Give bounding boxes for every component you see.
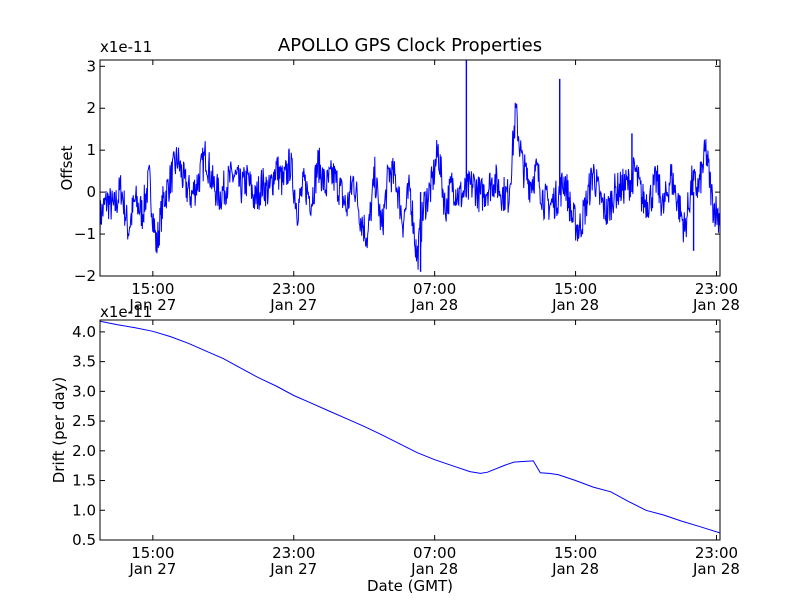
offset-xtick-time: 07:00 (413, 280, 456, 298)
drift-ytick-label: 0.5 (72, 531, 96, 549)
offset-axes-frame (99, 59, 721, 277)
offset-xtick-time: 23:00 (695, 280, 738, 298)
drift-xtick-time: 07:00 (413, 544, 456, 562)
drift-xtick-date: Jan 27 (269, 560, 317, 578)
drift-xtick-time: 15:00 (131, 544, 174, 562)
offset-xtick-date: Jan 28 (551, 296, 599, 314)
drift-plot-area (100, 320, 720, 534)
drift-ytick-label: 2.0 (72, 442, 96, 460)
offset-ytick-label: 2 (86, 99, 96, 117)
drift-ytick-label: 2.5 (72, 412, 96, 430)
drift-ytick-label: 3.0 (72, 382, 96, 400)
offset-xtick-date: Jan 27 (269, 296, 317, 314)
drift-xtick-time: 23:00 (695, 544, 738, 562)
offset-xtick-time: 23:00 (272, 280, 315, 298)
offset-scale-label: x1e-11 (100, 38, 152, 56)
offset-ytick-label: 1 (86, 141, 96, 159)
drift-series-line (100, 320, 720, 534)
offset-xtick-date: Jan 27 (128, 296, 176, 314)
drift-xtick-date: Jan 27 (128, 560, 176, 578)
offset-xtick-date: Jan 28 (410, 296, 458, 314)
drift-ytick-label: 1.5 (72, 472, 96, 490)
drift-y-axis-label: Drift (per day) (50, 377, 68, 484)
drift-xtick-time: 23:00 (272, 544, 315, 562)
offset-ytick-label: 3 (86, 57, 96, 75)
drift-xtick-date: Jan 28 (692, 560, 740, 578)
offset-ytick-label: −2 (74, 267, 96, 285)
offset-ytick-label: 0 (86, 183, 96, 201)
drift-x-axis-label: Date (GMT) (367, 577, 453, 595)
drift-xtick-date: Jan 28 (551, 560, 599, 578)
offset-xtick-time: 15:00 (131, 280, 174, 298)
offset-plot-area (100, 60, 720, 272)
drift-scale-label: x1e-11 (100, 303, 152, 321)
offset-y-axis-label: Offset (58, 145, 76, 190)
offset-xtick-date: Jan 28 (692, 296, 740, 314)
offset-ytick-label: −1 (74, 225, 96, 243)
offset-xtick-time: 15:00 (554, 280, 597, 298)
drift-axes-frame (99, 319, 721, 541)
figure-title: APOLLO GPS Clock Properties (278, 35, 542, 56)
drift-xtick-date: Jan 28 (410, 560, 458, 578)
drift-ytick-label: 4.0 (72, 323, 96, 341)
drift-ytick-label: 1.0 (72, 501, 96, 519)
drift-ytick-label: 3.5 (72, 353, 96, 371)
offset-series-line (100, 102, 720, 270)
drift-xtick-time: 15:00 (554, 544, 597, 562)
